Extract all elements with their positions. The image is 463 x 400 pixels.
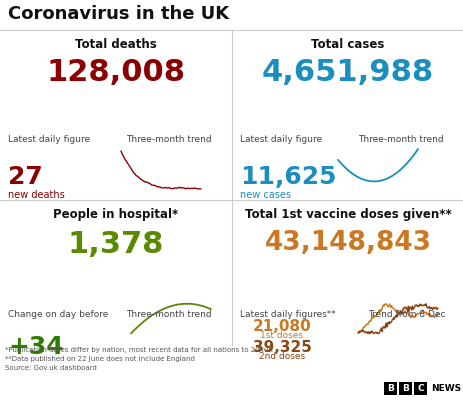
Text: Total 1st vaccine doses given**: Total 1st vaccine doses given** — [244, 208, 450, 221]
Text: +34: +34 — [8, 335, 63, 359]
Text: Total cases: Total cases — [311, 38, 384, 51]
Bar — [413, 382, 426, 395]
Text: Three-month trend: Three-month trend — [357, 135, 443, 144]
Text: 21,080: 21,080 — [252, 319, 311, 334]
Text: Latest daily figures**: Latest daily figures** — [239, 310, 335, 319]
Text: C: C — [416, 384, 423, 393]
Text: Coronavirus in the UK: Coronavirus in the UK — [8, 5, 229, 23]
Text: 2nd doses: 2nd doses — [258, 352, 304, 361]
Text: B: B — [386, 384, 393, 393]
Text: Latest daily figure: Latest daily figure — [239, 135, 321, 144]
Text: *Publication dates differ by nation, most recent data for all nations to 20 Jun: *Publication dates differ by nation, mos… — [5, 347, 272, 353]
Text: Three-month trend: Three-month trend — [126, 135, 211, 144]
Text: Trend from 8 Dec: Trend from 8 Dec — [367, 310, 444, 319]
Text: new deaths: new deaths — [8, 190, 65, 200]
Text: NEWS: NEWS — [430, 384, 460, 393]
Text: 11,625: 11,625 — [239, 165, 336, 189]
Text: 4,651,988: 4,651,988 — [262, 58, 433, 87]
Text: new cases: new cases — [239, 190, 290, 200]
Text: 128,008: 128,008 — [46, 58, 185, 87]
Text: B: B — [401, 384, 408, 393]
Text: Change on day before: Change on day before — [8, 310, 108, 319]
Text: Total deaths: Total deaths — [75, 38, 156, 51]
Text: Source: Gov.uk dashboard: Source: Gov.uk dashboard — [5, 365, 97, 371]
Text: **Data published on 22 June does not include England: **Data published on 22 June does not inc… — [5, 356, 194, 362]
Bar — [398, 382, 411, 395]
Bar — [383, 382, 396, 395]
Text: 27: 27 — [8, 165, 43, 189]
Text: 43,148,843: 43,148,843 — [264, 230, 431, 256]
Text: 39,325: 39,325 — [252, 340, 311, 355]
Text: 1st doses: 1st doses — [260, 331, 303, 340]
Text: 1,378: 1,378 — [68, 230, 164, 259]
Text: Latest daily figure: Latest daily figure — [8, 135, 90, 144]
Text: People in hospital*: People in hospital* — [53, 208, 178, 221]
Text: Three-month trend: Three-month trend — [126, 310, 211, 319]
